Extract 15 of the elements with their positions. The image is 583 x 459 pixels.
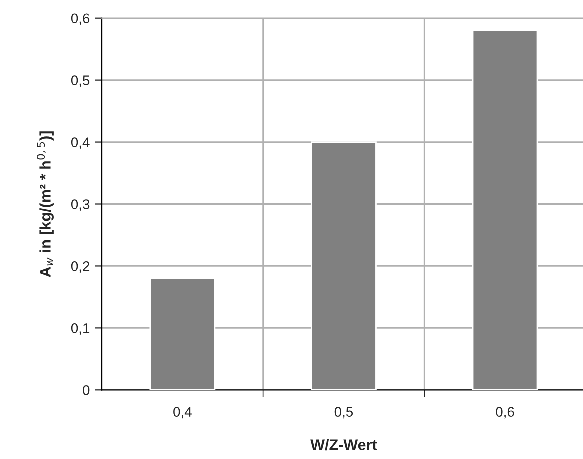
bar [311, 142, 377, 390]
x-tick-label: 0,6 [496, 407, 514, 419]
x-axis-title: W/Z-Wert [310, 439, 378, 451]
bar [472, 30, 538, 390]
bar [150, 278, 216, 390]
y-tick-label: 0,4 [71, 138, 90, 150]
y-tick-label: 0,6 [71, 14, 90, 26]
y-tick-label: 0,5 [71, 76, 90, 88]
x-tick-label: 0,4 [174, 407, 192, 419]
y-tick-label: 0,1 [71, 324, 90, 335]
y-axis-title: A$_{w}$ in [kg/(m² * h$^{0,5}$)] [36, 132, 54, 278]
y-tick-label: 0,3 [71, 200, 90, 212]
y-tick-label: 0,2 [71, 262, 90, 274]
x-tick-label: 0,5 [334, 407, 354, 419]
y-tick-label: 0 [83, 385, 90, 396]
